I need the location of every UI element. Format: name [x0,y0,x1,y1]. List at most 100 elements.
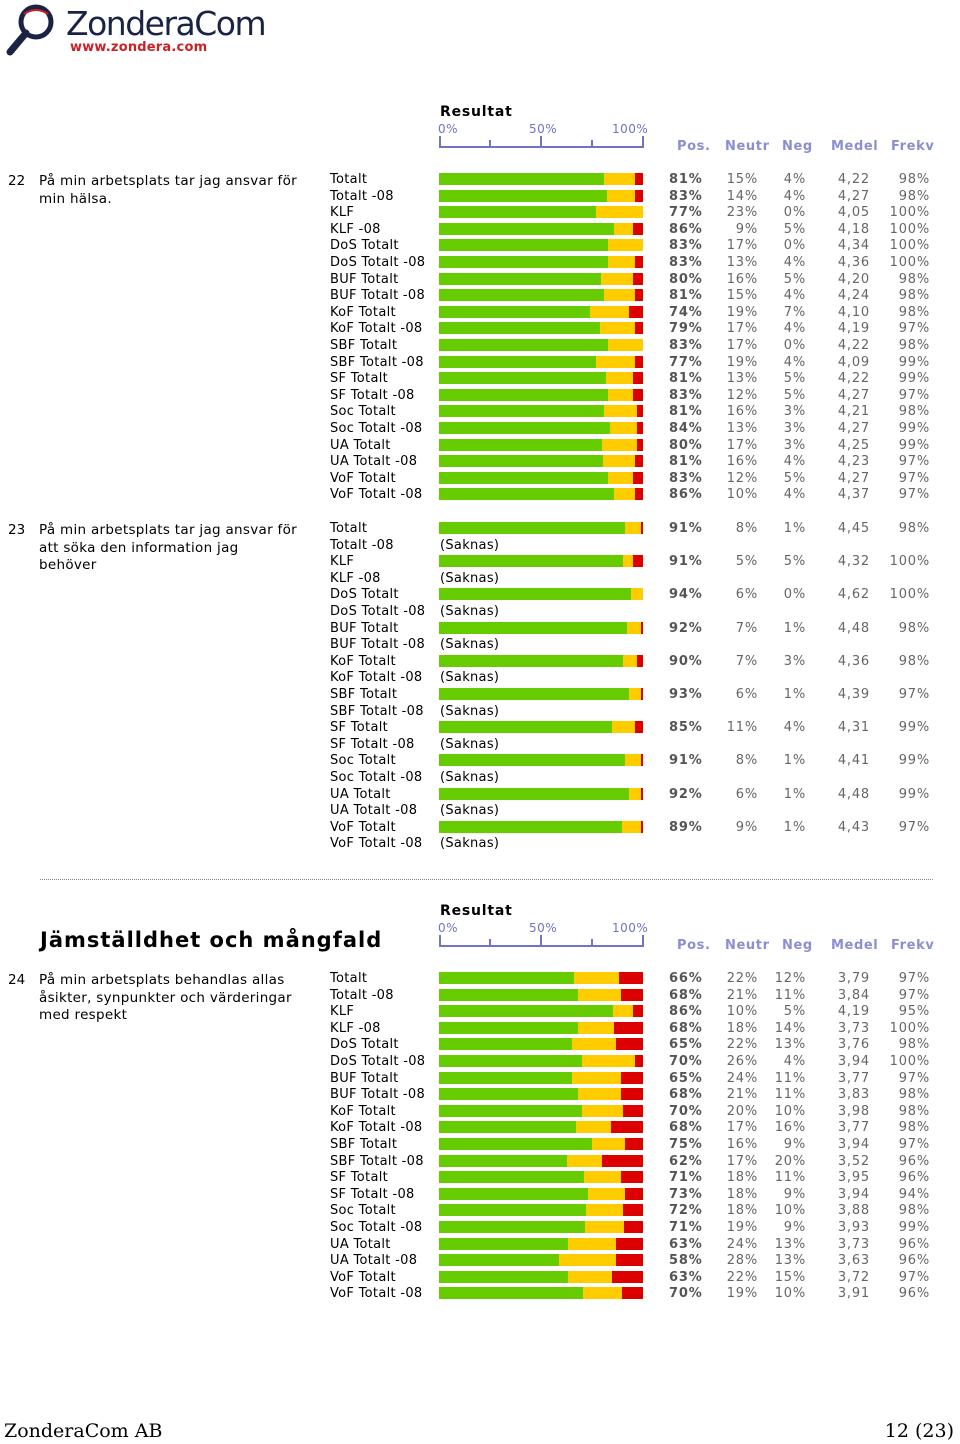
zonderacom-logo: ZonderaCom www.zondera.com [4,2,284,62]
mean-value: 4,22 [837,172,870,187]
response-frequency: 100% [889,221,930,237]
negative-percent: 11% [774,1170,806,1186]
missing-data-label: (Saknas) [440,803,500,819]
neutral-percent: 18% [726,1186,758,1202]
mean-value: 3,79 [837,971,870,986]
negative-segment [636,422,643,434]
neutral-percent: 18% [726,1170,758,1186]
neutral-percent: 16% [726,1137,758,1152]
neutral-percent: 24% [726,1070,758,1086]
negative-segment [634,455,643,468]
negative-segment [616,1237,643,1250]
col-header-neg: Neg [782,938,813,953]
logo-url: www.zondera.com [70,40,208,55]
result-row: SBF Totalt -08 (Saknas) [0,704,960,721]
result-bar [439,688,643,700]
result-row: KLF -08 68% 18% 14% 3,73 100% [0,1021,960,1038]
neutral-segment [624,754,641,767]
result-bar [439,422,643,434]
mean-value: 3,94 [837,1054,870,1069]
mean-value: 4,37 [837,487,870,503]
negative-percent: 3% [783,421,806,436]
mean-value: 3,72 [837,1269,870,1285]
mean-value: 3,94 [837,1137,870,1152]
positive-percent: 72% [669,1203,703,1219]
group-label: BUF Totalt [330,620,399,636]
result-bar [439,1088,643,1101]
positive-segment [439,422,611,434]
group-label: SF Totalt [330,371,389,387]
positive-percent: 86% [669,487,703,503]
result-row: VoF Totalt -08 (Saknas) [0,836,960,853]
neutral-segment [622,555,633,568]
result-row: DoS Totalt 83% 17% 0% 4,34 100% [0,238,960,255]
result-bar [439,820,643,833]
neutral-segment [585,1204,623,1217]
mean-value: 3,94 [837,1186,870,1202]
result-row: Totalt 81% 15% 4% 4,22 98% [0,172,960,189]
neutral-segment [567,1237,617,1250]
positive-percent: 68% [669,987,703,1003]
negative-segment [636,405,643,418]
group-label: SF Totalt [330,1170,389,1186]
negative-segment [618,972,643,984]
result-row: KoF Totalt -08 68% 17% 16% 3,77 98% [0,1120,960,1137]
missing-data-label: (Saknas) [440,570,500,586]
neutral-percent: 15% [726,288,758,304]
result-scale-header: Resultat 0% 50% 100% [438,903,654,953]
negative-segment [624,1187,643,1200]
result-bar [439,972,643,984]
mean-value: 4,48 [837,786,870,802]
neutral-segment [608,388,633,401]
result-bar [439,1270,643,1283]
negative-percent: 3% [783,437,806,453]
positive-percent: 93% [669,687,703,702]
response-frequency: 99% [898,753,930,769]
mean-value: 4,22 [837,371,870,387]
positive-segment [439,1055,582,1067]
positive-segment [439,256,609,268]
group-label: Totalt -08 [330,188,394,204]
neutral-percent: 26% [726,1054,758,1069]
negative-segment [632,372,643,385]
result-row: UA Totalt -08 (Saknas) [0,803,960,820]
footer-company: ZonderaCom AB [4,1420,163,1442]
negative-percent: 3% [783,653,806,669]
scale-tick-50: 50% [529,122,558,136]
negative-percent: 5% [783,470,806,486]
positive-segment [439,1088,578,1101]
result-title: Resultat [440,104,513,120]
question-text: På min arbetsplats tar jag ansvar för at… [39,522,298,573]
negative-percent: 0% [783,587,806,603]
group-label: KLF [330,1004,355,1020]
positive-segment [439,787,629,800]
neutral-percent: 8% [735,753,758,769]
response-frequency: 100% [889,255,930,270]
neutral-percent: 28% [726,1253,758,1269]
group-label: Soc Totalt [330,404,396,420]
result-row: Totalt -08 83% 14% 4% 4,27 98% [0,189,960,206]
response-frequency: 98% [898,521,930,536]
neutral-percent: 7% [735,620,758,636]
negative-percent: 1% [783,819,806,835]
positive-segment [439,1237,568,1250]
response-frequency: 98% [898,1120,930,1136]
negative-segment [640,688,643,700]
negative-segment [614,1021,643,1034]
response-frequency: 97% [898,1137,930,1152]
neutral-percent: 12% [726,470,758,486]
result-row: VoF Totalt 83% 12% 5% 4,27 97% [0,471,960,488]
neutral-segment [608,471,633,484]
missing-data-label: (Saknas) [440,537,500,553]
neutral-segment [604,289,635,302]
response-frequency: 98% [898,304,930,320]
mean-value: 3,52 [837,1153,870,1169]
neutral-percent: 7% [735,653,758,669]
result-row: Soc Totalt -08 84% 13% 3% 4,27 99% [0,421,960,438]
positive-segment [439,1254,559,1267]
group-label: BUF Totalt [330,271,399,287]
mean-value: 3,93 [837,1220,870,1235]
negative-percent: 5% [783,1004,806,1020]
result-row: VoF Totalt -08 70% 19% 10% 3,91 96% [0,1286,960,1303]
neutral-percent: 17% [726,338,758,353]
